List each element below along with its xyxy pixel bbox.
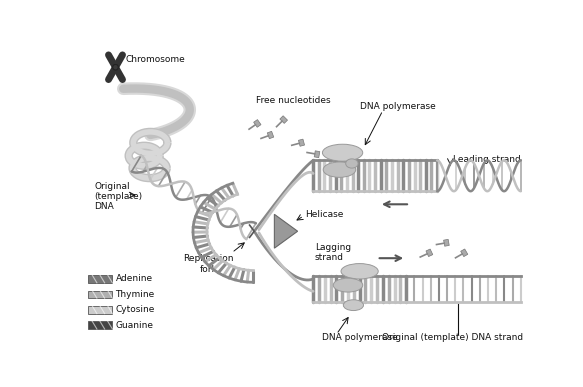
Text: Thymine: Thymine xyxy=(115,290,154,299)
Ellipse shape xyxy=(322,144,363,161)
Text: Original
(template)
DNA: Original (template) DNA xyxy=(94,182,143,211)
Text: Original (template) DNA strand: Original (template) DNA strand xyxy=(382,333,523,342)
Polygon shape xyxy=(267,131,274,139)
Text: Replication
fork: Replication fork xyxy=(183,254,234,274)
Text: Leading strand: Leading strand xyxy=(452,155,521,164)
Polygon shape xyxy=(461,249,468,257)
Text: Free nucleotides: Free nucleotides xyxy=(257,96,331,105)
Text: Chromosome: Chromosome xyxy=(125,55,185,64)
Bar xyxy=(89,321,111,329)
Ellipse shape xyxy=(113,65,118,70)
Polygon shape xyxy=(426,249,433,257)
Bar xyxy=(89,275,111,283)
Ellipse shape xyxy=(323,162,356,177)
Ellipse shape xyxy=(113,65,118,70)
Ellipse shape xyxy=(333,278,363,292)
Polygon shape xyxy=(444,239,449,246)
Ellipse shape xyxy=(343,300,363,310)
Polygon shape xyxy=(280,116,287,123)
Text: Adenine: Adenine xyxy=(115,274,153,284)
Text: DNA polymerase: DNA polymerase xyxy=(322,333,398,342)
Text: Guanine: Guanine xyxy=(115,321,153,330)
Ellipse shape xyxy=(346,159,358,168)
Ellipse shape xyxy=(341,264,378,279)
Polygon shape xyxy=(298,139,304,146)
Text: Lagging
strand: Lagging strand xyxy=(315,243,351,262)
Bar xyxy=(89,291,111,298)
Text: Cytosine: Cytosine xyxy=(115,305,155,314)
Bar xyxy=(89,306,111,313)
Polygon shape xyxy=(275,214,298,248)
Polygon shape xyxy=(314,151,320,158)
Text: DNA polymerase: DNA polymerase xyxy=(360,102,436,111)
Text: Helicase: Helicase xyxy=(305,210,344,219)
Polygon shape xyxy=(254,120,261,127)
